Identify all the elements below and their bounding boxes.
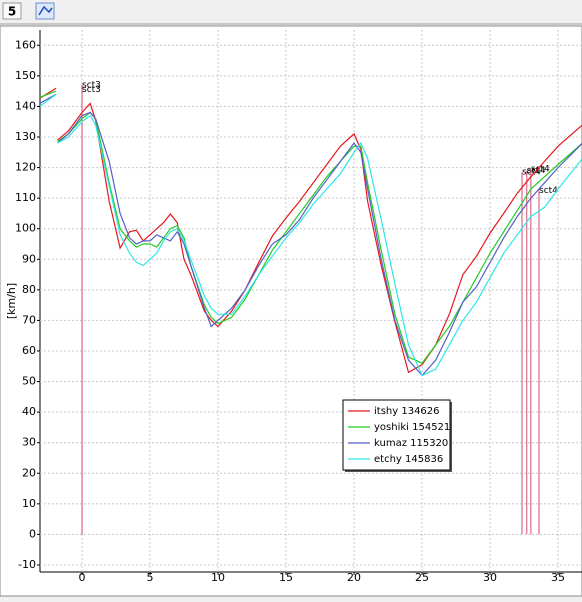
y-axis-label: [km/h] [5, 283, 18, 319]
toolbar-button[interactable] [2, 2, 22, 20]
y-tick-label: 50 [22, 375, 36, 388]
marker-label: sct4 [531, 165, 550, 175]
legend-label: etchy 145836 [374, 454, 443, 465]
marker-label: sct3 [82, 81, 101, 91]
chart-button[interactable] [35, 2, 55, 20]
legend [342, 399, 451, 471]
toolbar [0, 0, 582, 22]
y-tick-label: 40 [22, 405, 36, 418]
x-tick-label: 30 [483, 571, 497, 584]
y-tick-label: 10 [22, 497, 36, 510]
series-line [40, 93, 582, 377]
x-tick-label: 15 [279, 571, 293, 584]
x-tick-label: 20 [347, 571, 361, 584]
y-tick-label: 0 [29, 527, 36, 540]
y-tick-label: 100 [15, 222, 36, 235]
x-tick-label: 35 [551, 571, 565, 584]
x-tick-label: 0 [79, 571, 86, 584]
x-tick-label: 10 [211, 571, 225, 584]
y-tick-label: 60 [22, 344, 36, 357]
y-tick-label: 120 [15, 161, 36, 174]
y-tick-label: 130 [15, 130, 36, 143]
y-tick-label: 30 [22, 436, 36, 449]
chart-panel [0, 25, 582, 597]
y-tick-label: 160 [15, 38, 36, 51]
marker-label: sct3 [82, 85, 101, 95]
legend-label: kumaz 115320 [374, 438, 448, 449]
y-tick-label: -10 [18, 558, 36, 571]
marker-label: sct4 [539, 186, 558, 196]
y-tick-label: 90 [22, 252, 36, 265]
series-line [40, 90, 582, 364]
y-tick-label: 110 [15, 191, 36, 204]
legend-label: yoshiki 154521 [374, 422, 450, 433]
legend-label: itshy 134626 [374, 406, 440, 417]
x-tick-label: 25 [415, 571, 429, 584]
toolbar-button-label: 5 [8, 5, 16, 19]
y-tick-label: 80 [22, 283, 36, 296]
y-tick-label: 140 [15, 99, 36, 112]
x-tick-label: 5 [147, 571, 154, 584]
chart-icon [38, 5, 53, 16]
marker-label: sct4 [522, 168, 541, 178]
y-tick-label: 70 [22, 313, 36, 326]
y-tick-label: 150 [15, 69, 36, 82]
y-tick-label: 20 [22, 466, 36, 479]
